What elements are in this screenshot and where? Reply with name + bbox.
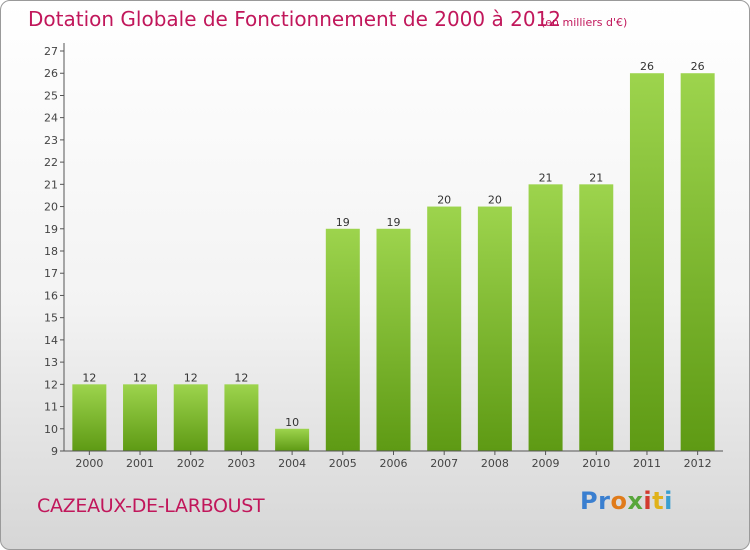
x-tick-label: 2001 (126, 457, 154, 470)
logo-part: i (664, 487, 673, 515)
x-tick-label: 2010 (582, 457, 610, 470)
y-tick-label: 25 (44, 89, 58, 102)
x-tick-label: 2008 (481, 457, 509, 470)
logo-part: i (643, 487, 653, 515)
x-tick-label: 2006 (380, 457, 408, 470)
data-label: 19 (336, 216, 350, 229)
y-tick-label: 12 (44, 378, 58, 391)
bar (173, 384, 208, 451)
data-label: 10 (285, 416, 299, 429)
logo-part: t (652, 487, 665, 515)
data-label: 20 (437, 194, 451, 207)
data-label: 26 (640, 60, 654, 73)
x-tick-label: 2007 (430, 457, 458, 470)
logo-part: o (610, 487, 628, 515)
x-tick-label: 2009 (532, 457, 560, 470)
y-tick-label: 11 (44, 401, 58, 414)
x-tick-label: 2005 (329, 457, 357, 470)
y-tick-label: 20 (44, 201, 58, 214)
x-tick-label: 2003 (227, 457, 255, 470)
y-tick-label: 17 (44, 267, 58, 280)
logo-part: Pr (580, 487, 611, 515)
y-tick-label: 21 (44, 178, 58, 191)
y-tick-label: 22 (44, 156, 58, 169)
y-tick-label: 18 (44, 245, 58, 258)
y-tick-label: 15 (44, 312, 58, 325)
y-tick-label: 10 (44, 423, 58, 436)
bar (224, 384, 259, 451)
bar (275, 428, 310, 451)
x-tick-label: 2004 (278, 457, 306, 470)
chart-title: Dotation Globale de Fonctionnement de 20… (28, 7, 561, 31)
data-label: 19 (387, 216, 401, 229)
logo-part: x (627, 487, 644, 515)
bar (477, 206, 512, 451)
chart-subtitle: (en milliers d'€) (541, 16, 628, 29)
data-label: 26 (691, 60, 705, 73)
bar (427, 206, 462, 451)
data-label: 21 (539, 171, 553, 184)
y-tick-label: 14 (44, 334, 58, 347)
bar (376, 228, 411, 451)
y-tick-label: 9 (51, 445, 58, 458)
data-label: 21 (589, 171, 603, 184)
y-tick-label: 24 (44, 112, 58, 125)
data-label: 20 (488, 194, 502, 207)
y-tick-label: 27 (44, 45, 58, 58)
y-tick-label: 13 (44, 356, 58, 369)
y-tick-label: 23 (44, 134, 58, 147)
bar (629, 73, 664, 451)
y-tick-label: 26 (44, 67, 58, 80)
data-label: 12 (184, 371, 198, 384)
bar (123, 384, 158, 451)
data-label: 12 (133, 371, 147, 384)
y-tick-label: 19 (44, 223, 58, 236)
data-label: 12 (82, 371, 96, 384)
commune-name: CAZEAUX-DE-LARBOUST (37, 495, 265, 517)
bar (680, 73, 715, 451)
x-tick-label: 2012 (684, 457, 712, 470)
bar (579, 184, 614, 452)
x-tick-label: 2011 (633, 457, 661, 470)
bar (72, 384, 107, 451)
data-label: 12 (234, 371, 248, 384)
x-tick-label: 2002 (177, 457, 205, 470)
y-tick-label: 16 (44, 289, 58, 302)
bar (325, 228, 360, 451)
bar (528, 184, 563, 452)
x-tick-label: 2000 (75, 457, 103, 470)
proxiti-logo: Proxiti (580, 487, 673, 515)
